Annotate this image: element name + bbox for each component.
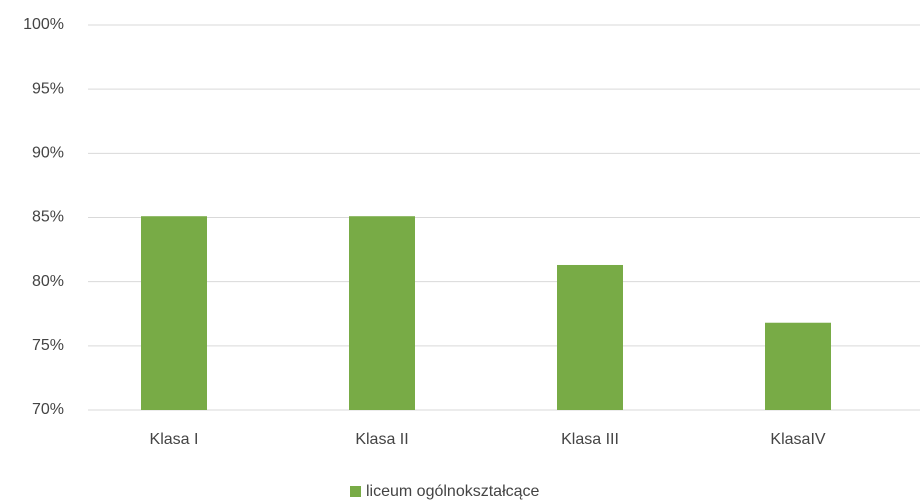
y-tick-label: 90% xyxy=(32,145,64,162)
x-tick-label: Klasa I xyxy=(150,431,199,448)
x-tick-label: Klasa III xyxy=(561,431,619,448)
y-tick-label: 85% xyxy=(32,209,64,226)
y-tick-label: 70% xyxy=(32,401,64,418)
x-tick-label: Klasa II xyxy=(355,431,408,448)
bar xyxy=(349,216,415,410)
y-tick-label: 100% xyxy=(23,16,64,33)
y-tick-label: 80% xyxy=(32,273,64,290)
x-tick-label: KlasaIV xyxy=(770,431,825,448)
bar xyxy=(765,322,831,410)
y-tick-label: 95% xyxy=(32,80,64,97)
bar xyxy=(141,216,207,410)
legend-swatch xyxy=(350,486,361,497)
legend-label: liceum ogólnokształcące xyxy=(366,483,540,500)
y-tick-label: 75% xyxy=(32,337,64,354)
bar xyxy=(557,264,623,410)
